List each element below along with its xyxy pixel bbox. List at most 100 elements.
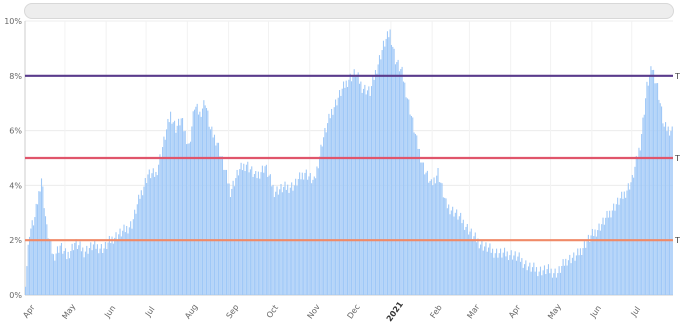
bar <box>78 245 79 295</box>
bar <box>110 243 111 295</box>
bar <box>211 127 212 295</box>
bar <box>25 287 26 295</box>
bar <box>447 208 448 295</box>
bar <box>347 87 348 295</box>
bar <box>549 273 550 295</box>
bar <box>48 238 49 295</box>
bar <box>449 214 450 295</box>
bar <box>614 211 615 295</box>
bar <box>319 156 320 295</box>
bar <box>266 165 267 295</box>
bar <box>162 147 163 295</box>
bar <box>261 172 262 295</box>
bar <box>481 241 482 295</box>
bar <box>195 107 196 295</box>
bar <box>166 129 167 295</box>
bar <box>571 263 572 295</box>
bar <box>265 166 266 295</box>
bar <box>451 211 452 295</box>
bar <box>535 272 536 295</box>
bar <box>183 131 184 295</box>
bar <box>553 273 554 295</box>
y-tick-label: 2% <box>9 236 22 245</box>
bar <box>601 224 602 295</box>
bar <box>376 74 377 295</box>
bar <box>648 86 649 295</box>
bar <box>624 192 625 295</box>
bar <box>588 235 589 295</box>
bar <box>475 232 476 295</box>
bar <box>163 137 164 295</box>
bar <box>202 109 203 295</box>
bar <box>85 252 86 295</box>
bar <box>391 45 392 295</box>
bar <box>84 257 85 295</box>
bar <box>358 72 359 295</box>
bar <box>80 241 81 295</box>
bar <box>568 260 569 295</box>
bar <box>40 192 41 295</box>
bar <box>531 272 532 295</box>
bar <box>543 270 544 295</box>
bar <box>243 164 244 295</box>
bar <box>378 64 379 295</box>
bar <box>328 114 329 295</box>
bar <box>560 273 561 295</box>
bar <box>60 246 61 295</box>
bar <box>414 132 415 295</box>
bar <box>523 268 524 295</box>
bar <box>625 198 626 295</box>
bar <box>487 252 488 295</box>
bar <box>187 144 188 295</box>
bar <box>580 248 581 295</box>
bar <box>106 249 107 295</box>
bar <box>585 248 586 295</box>
bar <box>360 82 361 295</box>
bar <box>269 176 270 295</box>
bar <box>416 135 417 295</box>
bar <box>151 173 152 295</box>
bar <box>382 50 383 295</box>
bar <box>53 254 54 295</box>
bar <box>114 238 115 295</box>
bar <box>223 170 224 295</box>
bar <box>418 149 419 295</box>
bar <box>556 278 557 295</box>
bar <box>73 250 74 295</box>
bar <box>370 96 371 295</box>
bar <box>483 251 484 295</box>
bar <box>219 156 220 295</box>
bar <box>423 163 424 295</box>
bar <box>237 170 238 295</box>
bar <box>307 180 308 295</box>
bar <box>547 269 548 295</box>
bar <box>567 266 568 295</box>
bar <box>457 220 458 295</box>
bar <box>100 249 101 295</box>
bar <box>158 165 159 295</box>
bar <box>539 272 540 295</box>
x-tick-label: Mar <box>465 302 481 320</box>
y-tick-label: 8% <box>9 72 22 81</box>
bar <box>111 237 112 295</box>
bar <box>430 181 431 295</box>
bar <box>72 244 73 295</box>
bar <box>541 275 542 295</box>
bar <box>396 62 397 295</box>
bar <box>344 88 345 295</box>
bar <box>318 168 319 295</box>
bar <box>653 70 654 295</box>
bar <box>279 189 280 295</box>
bar <box>515 251 516 295</box>
bar <box>551 269 552 295</box>
bar <box>589 242 590 295</box>
bar <box>165 140 166 295</box>
bar <box>496 249 497 295</box>
bar <box>537 276 538 295</box>
bar <box>270 174 271 295</box>
bar <box>491 253 492 295</box>
bar <box>288 193 289 295</box>
bar <box>29 237 30 295</box>
bar <box>171 124 172 295</box>
bar <box>598 224 599 295</box>
